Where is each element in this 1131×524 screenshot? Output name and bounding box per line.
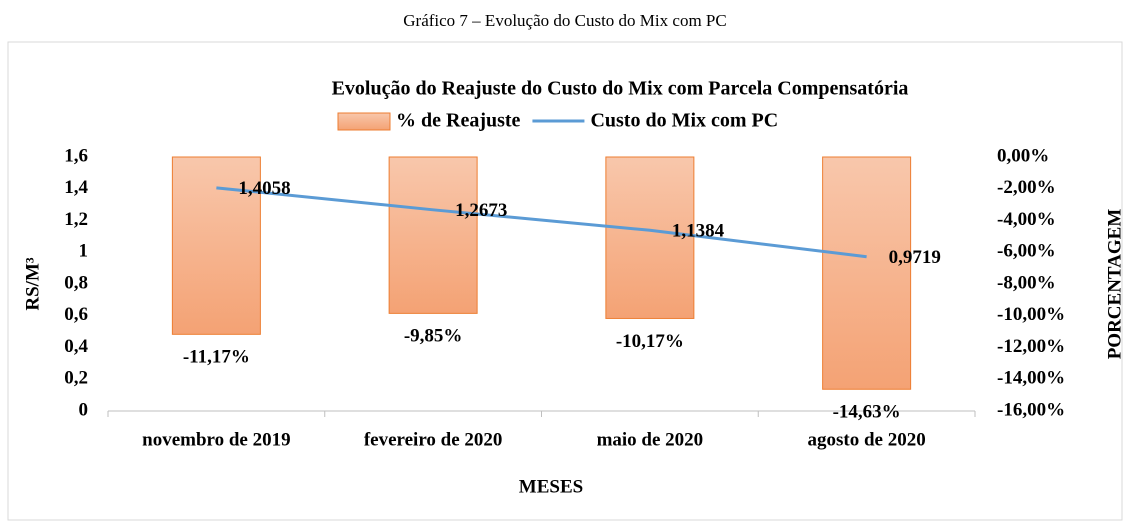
y-tick-label: 0,6 xyxy=(64,304,88,325)
legend-swatch xyxy=(337,112,391,131)
caption: Gráfico 7 – Evolução do Custo do Mix com… xyxy=(403,11,726,30)
y-tick-label: 0,8 xyxy=(64,272,88,293)
x-tick-label: fevereiro de 2020 xyxy=(364,429,503,450)
line xyxy=(216,186,867,259)
legend-label: % de Reajuste xyxy=(396,110,521,132)
bar xyxy=(388,156,478,314)
bar-value-label: -11,17% xyxy=(183,347,250,368)
line-value-label: 1,1384 xyxy=(672,221,725,242)
y2-axis-label: PORCENTAGEM xyxy=(1104,209,1125,360)
y2-tick-label: -8,00% xyxy=(997,272,1056,293)
chart-title: Evolução do Reajuste do Custo do Mix com… xyxy=(332,78,909,100)
x-axis-label: MESES xyxy=(519,476,583,497)
x-tick-label: novembro de 2019 xyxy=(142,429,290,450)
y-tick-label: 0 xyxy=(79,399,89,420)
y2-tick-label: -6,00% xyxy=(997,241,1056,262)
bar xyxy=(822,156,912,390)
bar xyxy=(605,156,695,319)
y-tick-label: 0,2 xyxy=(64,368,88,389)
x-tick-label: maio de 2020 xyxy=(597,429,704,450)
legend-label: Custo do Mix com PC xyxy=(590,110,778,132)
y-tick-label: 1,6 xyxy=(64,145,88,166)
y2-tick-label: -14,00% xyxy=(997,368,1065,389)
bar-value-label: -10,17% xyxy=(616,331,684,352)
y-axis-label: RS/M³ xyxy=(22,257,43,311)
line-value-label: 0,9719 xyxy=(889,247,941,268)
y2-tick-label: -10,00% xyxy=(997,304,1065,325)
bar-value-label: -9,85% xyxy=(404,326,463,347)
y-tick-label: 0,4 xyxy=(64,336,88,357)
y2-tick-label: -2,00% xyxy=(997,177,1056,198)
bar xyxy=(171,156,261,335)
y2-tick-label: 0,00% xyxy=(997,145,1049,166)
y2-tick-label: -16,00% xyxy=(997,399,1065,420)
y2-tick-label: -12,00% xyxy=(997,336,1065,357)
x-tick-label: agosto de 2020 xyxy=(808,429,926,450)
bar-value-label: -14,63% xyxy=(833,402,901,423)
y-tick-label: 1 xyxy=(79,241,89,262)
y-tick-label: 1,2 xyxy=(64,209,88,230)
y2-tick-label: -4,00% xyxy=(997,209,1056,230)
line-value-label: 1,4058 xyxy=(238,178,290,199)
line-value-label: 1,2673 xyxy=(455,200,507,221)
y-tick-label: 1,4 xyxy=(64,177,88,198)
